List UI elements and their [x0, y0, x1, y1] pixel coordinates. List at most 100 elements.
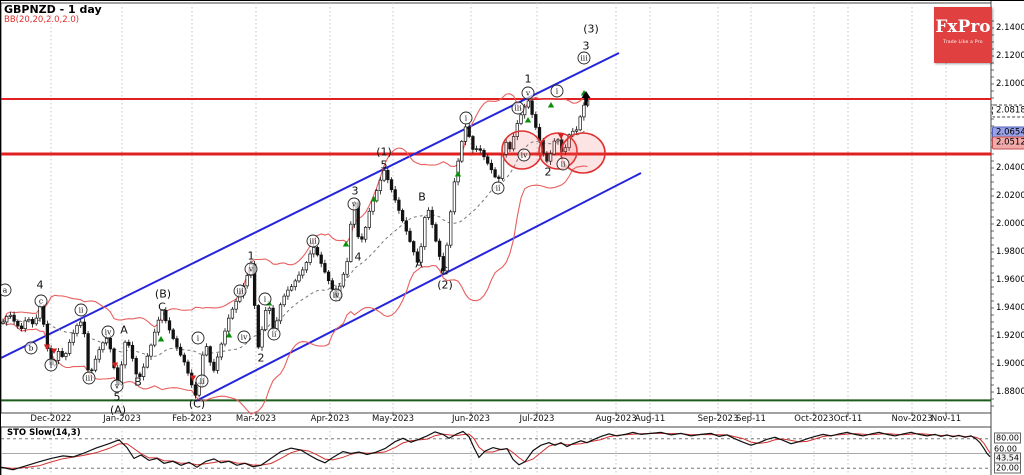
svg-text:(B): (B): [155, 288, 171, 301]
candles: [1, 97, 590, 399]
price-tick-label: 1.94000: [996, 303, 1024, 313]
price-tick-label: 1.98000: [996, 247, 1024, 257]
price-tick-label: 2.00000: [996, 219, 1024, 229]
time-tick-label: Nov-11: [930, 414, 962, 424]
time-tick-label: Aug-11: [634, 414, 666, 424]
svg-text:iii: iii: [309, 237, 317, 246]
svg-text:C: C: [158, 301, 166, 314]
svg-text:1: 1: [525, 73, 532, 86]
price-tick-label: 2.14000: [996, 23, 1024, 33]
fxpro-tagline: Trade Like a Pro: [943, 40, 983, 45]
svg-text:(2): (2): [437, 279, 453, 292]
symbol-title: GBPNZD - 1 day: [4, 3, 102, 16]
svg-text:v: v: [351, 200, 357, 209]
svg-text:iv: iv: [105, 328, 112, 337]
svg-text:1: 1: [248, 250, 255, 263]
sto-current-value-badge: 43.54: [994, 452, 1021, 463]
bollinger-indicator-label: BB(20,20,2.0,2.0): [4, 15, 80, 25]
svg-text:2: 2: [545, 166, 552, 179]
sto-level-label: 60.00: [994, 444, 1017, 454]
sto-level-label: 80.00: [994, 432, 1021, 444]
bollinger-upper-band: [2, 92, 589, 328]
svg-text:5: 5: [381, 159, 388, 172]
highlight-ellipse-2[interactable]: [560, 132, 606, 174]
svg-text:iii: iii: [236, 287, 244, 296]
svg-text:i: i: [264, 295, 267, 304]
svg-text:iv: iv: [521, 151, 528, 160]
sto-level-label: 20.00: [994, 462, 1021, 474]
svg-text:v: v: [114, 382, 120, 391]
svg-text:ii: ii: [79, 306, 84, 315]
svg-text:2: 2: [258, 352, 265, 365]
fxpro-logo-text: FxPro: [935, 17, 991, 37]
time-tick-label: Mar-2023: [235, 414, 277, 424]
svg-text:3: 3: [583, 40, 590, 53]
svg-text:(C): (C): [189, 398, 205, 411]
time-tick-label: Apr-2023: [310, 414, 350, 424]
time-tick-label: Aug-2023: [595, 414, 637, 424]
price-direction-arrow: [581, 91, 591, 105]
svg-text:i: i: [50, 361, 53, 370]
svg-text:B: B: [418, 191, 426, 204]
svg-text:A: A: [120, 324, 128, 337]
price-tick-label: 1.88000: [996, 387, 1024, 397]
time-tick-label: Sep-2023: [697, 414, 739, 424]
time-tick-label: Oct-2023: [794, 414, 834, 424]
svg-text:i: i: [465, 114, 468, 123]
svg-text:ii: ii: [200, 377, 205, 386]
svg-text:ii: ii: [561, 160, 566, 169]
svg-text:a: a: [3, 286, 8, 295]
price-tick-label: 2.02000: [996, 191, 1024, 201]
svg-text:v: v: [248, 265, 254, 274]
svg-text:5: 5: [114, 391, 121, 404]
time-tick-label: Feb-2023: [172, 414, 212, 424]
svg-text:c: c: [39, 297, 43, 306]
vertical-gridlines: [50, 3, 947, 475]
svg-text:(A): (A): [110, 404, 126, 417]
price-badge-white: 2.08183: [992, 104, 1024, 118]
sto-k-line: [1, 430, 991, 471]
time-tick-label: May-2023: [371, 414, 415, 424]
sto-indicator-label: STO Slow(14,3): [7, 428, 81, 438]
svg-text:iii: iii: [580, 54, 588, 63]
price-badge-red: 2.05124: [992, 136, 1024, 150]
price-tick-label: 2.12000: [996, 51, 1024, 61]
svg-text:iv: iv: [241, 333, 248, 342]
time-tick-label: Jul-2023: [519, 414, 555, 424]
svg-text:iii: iii: [85, 374, 93, 383]
time-tick-label: Jun-2023: [452, 414, 490, 424]
svg-text:b: b: [29, 344, 34, 353]
lower-blue-trendline[interactable]: [195, 172, 642, 402]
svg-text:(3): (3): [583, 23, 599, 36]
bollinger-middle-band: [2, 129, 588, 357]
svg-text:B: B: [134, 376, 142, 389]
time-tick-label: Jan-2023: [103, 414, 141, 424]
svg-text:ii: ii: [496, 184, 501, 193]
wave-labels: 4AB5(A)(B)C(C)12345(1)ABC(2)123(3)acbiii…: [1, 23, 599, 417]
price-tick-label: 1.90000: [996, 359, 1024, 369]
svg-text:ii: ii: [272, 330, 277, 339]
svg-text:v: v: [525, 89, 531, 98]
svg-text:3: 3: [352, 185, 359, 198]
price-tick-label: 2.04000: [996, 163, 1024, 173]
price-tick-label: 2.10000: [996, 79, 1024, 89]
price-tick-label: 1.92000: [996, 331, 1024, 341]
price-tick-label: 1.96000: [996, 275, 1024, 285]
time-tick-label: Oct-11: [833, 414, 863, 424]
fxpro-logo: FxPro Trade Like a Pro: [934, 7, 992, 63]
svg-text:C: C: [440, 265, 448, 278]
time-tick-label: Dec-2022: [30, 414, 72, 424]
svg-text:iv: iv: [333, 291, 340, 300]
svg-text:i: i: [556, 87, 559, 96]
svg-text:4: 4: [355, 251, 362, 264]
svg-text:i: i: [197, 334, 200, 343]
time-tick-label: Sep-11: [736, 414, 766, 424]
time-tick-label: Nov-2023: [891, 414, 933, 424]
svg-text:(1): (1): [376, 146, 392, 159]
bollinger-lower-band: [2, 165, 588, 415]
svg-text:A: A: [415, 258, 423, 271]
svg-text:4: 4: [37, 279, 44, 292]
svg-text:iii: iii: [514, 104, 522, 113]
